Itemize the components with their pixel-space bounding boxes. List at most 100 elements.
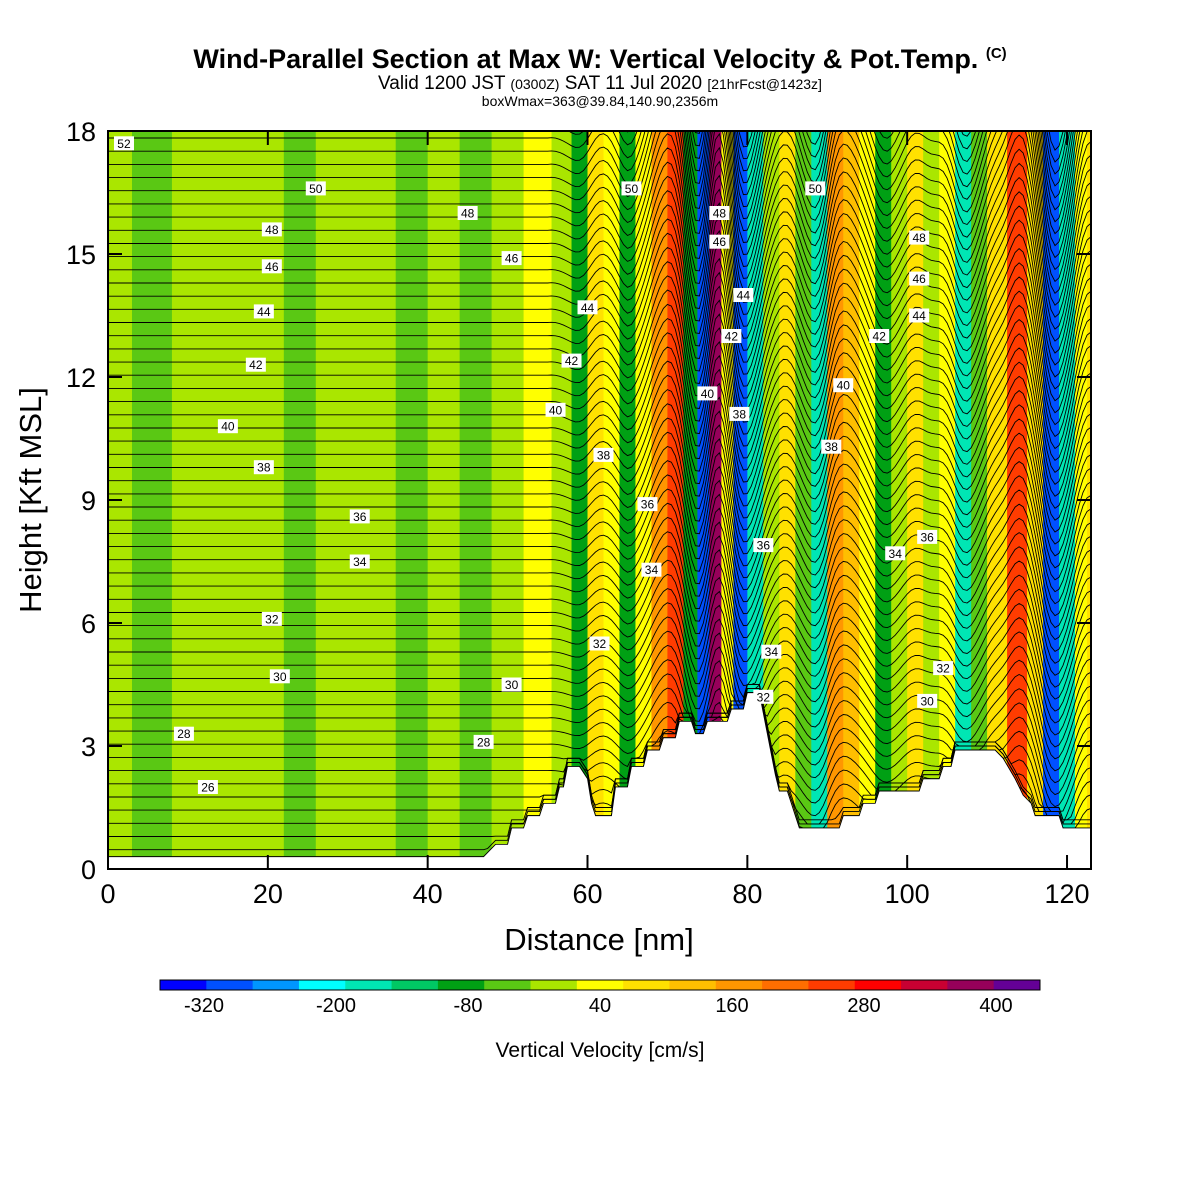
isoline-label: 32 [261, 611, 282, 626]
svg-text:34: 34 [889, 547, 903, 561]
svg-text:28: 28 [177, 727, 191, 741]
svg-text:42: 42 [249, 358, 263, 372]
isoline-label: 46 [261, 259, 282, 274]
theta-isoline [108, 516, 1091, 641]
colorbar-tick-label: -80 [454, 995, 483, 1017]
x-tick-label: 0 [100, 879, 115, 909]
isoline-label: 50 [805, 181, 826, 196]
colorbar-swatch [854, 980, 902, 990]
isoline-label: 38 [253, 460, 274, 475]
svg-text:36: 36 [757, 539, 771, 553]
theta-isoline [108, 374, 1091, 521]
isoline-label: 26 [197, 780, 218, 795]
theta-isoline [108, 431, 1091, 569]
colorbar-swatch [623, 980, 670, 990]
colorbar-tick-label: -320 [184, 995, 224, 1017]
isoline-label: 46 [909, 271, 930, 286]
w-band [971, 131, 988, 869]
w-band [427, 131, 461, 869]
isoline-label: 28 [473, 734, 494, 749]
w-band [955, 131, 972, 869]
colorbar-tick-label: -200 [316, 995, 356, 1017]
theta-isoline [108, 131, 1081, 247]
y-tick-label: 18 [66, 117, 96, 147]
theta-isoline [108, 684, 1091, 821]
svg-text:38: 38 [825, 440, 839, 454]
isoline-label: 36 [637, 497, 658, 512]
w-band [283, 131, 317, 869]
colorbar-swatch [901, 980, 948, 990]
w-band [779, 131, 796, 869]
svg-text:32: 32 [593, 637, 607, 651]
isoline-label: 38 [729, 406, 750, 421]
isoline-label: 44 [909, 308, 930, 323]
theta-isoline [108, 688, 1091, 813]
svg-text:38: 38 [597, 448, 611, 462]
w-band [619, 131, 637, 869]
y-tick-label: 12 [66, 363, 96, 393]
theta-isoline [108, 131, 1089, 271]
svg-text:44: 44 [737, 289, 751, 303]
isoline-label: 32 [933, 661, 954, 676]
w-band [875, 131, 892, 869]
w-band [587, 131, 605, 869]
svg-text:50: 50 [309, 182, 323, 196]
svg-text:34: 34 [353, 555, 367, 569]
colorbar-swatch [160, 980, 207, 990]
w-band [491, 131, 525, 869]
svg-text:32: 32 [265, 612, 279, 626]
colorbar-swatch [762, 980, 809, 990]
isoline-label: 48 [261, 222, 282, 237]
w-band [171, 131, 229, 869]
colorbar-swatch [206, 980, 254, 990]
w-band [939, 131, 956, 869]
theta-isoline [108, 131, 1091, 306]
svg-text:48: 48 [461, 207, 475, 221]
isoline-label: 36 [753, 538, 774, 553]
svg-text:46: 46 [713, 235, 727, 249]
colorbar-swatch [484, 980, 532, 990]
w-band [459, 131, 493, 869]
svg-text:46: 46 [505, 252, 519, 266]
isoline-label: 42 [869, 329, 890, 344]
svg-text:48: 48 [912, 231, 926, 245]
svg-text:42: 42 [565, 354, 579, 368]
x-axis-label: Distance [nm] [504, 922, 694, 957]
w-band [131, 131, 173, 869]
svg-text:44: 44 [912, 309, 926, 323]
w-band [651, 131, 669, 869]
w-band [811, 131, 828, 869]
x-tick-label: 40 [413, 879, 443, 909]
w-band [603, 131, 621, 869]
isoline-label: 52 [113, 136, 134, 151]
isoline-label: 46 [709, 234, 730, 249]
colorbar-tick-label: 280 [847, 995, 880, 1017]
colorbar-swatch [669, 980, 717, 990]
colorbar: -320 -200 -80 40 160 280 400 [159, 979, 1041, 1017]
colorbar-tick-label: 400 [979, 995, 1012, 1017]
y-tick-label: 9 [81, 486, 96, 516]
isoline-label: 32 [589, 636, 610, 651]
theta-isoline [108, 360, 1091, 509]
y-tick-label: 15 [66, 240, 96, 270]
w-band [891, 131, 908, 869]
theta-isoline [108, 616, 1091, 724]
svg-text:32: 32 [936, 662, 950, 676]
isoline-label: 38 [821, 439, 842, 454]
isoline-label: 46 [501, 251, 522, 266]
isoline-label: 36 [349, 509, 370, 524]
terrain-mask [108, 692, 1091, 869]
svg-text:46: 46 [265, 260, 279, 274]
theta-isoline [108, 275, 1091, 438]
theta-isoline [108, 474, 1091, 605]
theta-isoline [108, 133, 1091, 318]
theta-isoline [108, 131, 1084, 259]
svg-text:42: 42 [725, 330, 739, 344]
svg-text:26: 26 [201, 781, 215, 795]
isoline-label: 42 [245, 357, 266, 372]
theta-isoline [108, 545, 1091, 664]
isoline-label: 36 [917, 529, 938, 544]
svg-text:50: 50 [625, 182, 639, 196]
isoline-label: 50 [621, 181, 642, 196]
